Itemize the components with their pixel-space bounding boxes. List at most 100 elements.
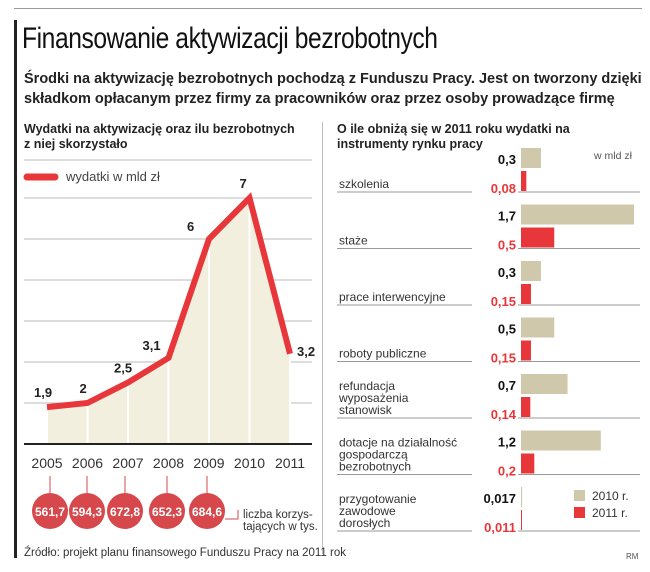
area-fill [47,198,290,444]
value-label-2010: 0,3 [498,152,516,167]
bar-2011 [521,284,531,304]
bubble-label: 684,6 [192,505,222,519]
label-mask [337,404,395,417]
value-label-2010: 0,017 [483,491,516,506]
category-label: wyposażenia [338,391,409,405]
x-tick-label: 2005 [31,455,62,471]
label-mask [337,178,393,191]
left-rule [14,20,17,558]
value-label-2011: 0,011 [484,520,516,535]
category-label: dotacje na działalność [339,436,457,450]
x-tick-label: 2006 [72,455,103,471]
legend-label-2010: 2010 r. [592,489,629,503]
label-mask [337,460,415,474]
bubble-legend-label: tających w tys. [243,521,318,533]
category-label: stanowisk [339,403,393,417]
value-mask [472,405,518,422]
value-mask [472,461,518,479]
value-label-2010: 0,3 [498,265,516,280]
legend-swatch-2011 [574,507,585,518]
bubble-legend-label: liczba korzys- [243,509,313,521]
bar-2010 [521,374,568,394]
value-label-2010: 1,7 [498,209,516,224]
divider [322,122,323,554]
author-credit: RM [626,552,639,561]
value-mask [472,179,518,196]
x-tick-label: 2011 [275,455,305,471]
label-mask [337,234,371,248]
label-mask [337,517,394,530]
x-tick-label: 2010 [234,455,265,471]
bubble [69,493,105,529]
label-mask [337,291,449,304]
data-label: 7 [240,176,247,191]
category-label: przygotowanie [339,492,417,506]
legend-label: wydatki w mld zł [65,169,160,184]
bar-2011 [521,171,527,191]
category-label: gospodarczą [339,448,408,462]
left-chart-title: Wydatki na aktywizację oraz ilu bezrobot… [24,122,295,151]
data-label: 3,1 [143,338,161,353]
bubble-label: 561,7 [35,505,65,519]
subtitle: Środki na aktywizację bezrobotnych pocho… [24,71,642,107]
bar-2011 [521,453,535,474]
category-label: staże [339,234,368,248]
category-label: roboty publiczne [339,347,427,361]
value-label-2011: 0,15 [491,294,516,309]
bubble-label: 672,8 [110,505,140,519]
bar-2011 [521,227,555,248]
value-label-2010: 0,5 [498,322,516,337]
category-label: bezrobotnych [339,460,411,474]
bar-chart: w mld zł 0,3 1,7 0,3 0,5 0,7 1,2 0,017 0,08 0,5 0,… [337,148,645,535]
value-label-2010: 1,2 [498,435,516,450]
right-chart-title: O ile obniżą się w 2011 roku wydatki na … [337,122,570,151]
page-title: Finansowanie aktywizacji bezrobotnych [22,22,438,55]
bubble-label: 594,3 [72,505,102,519]
value-label-2011: 0,15 [491,351,516,366]
unit-label: w mld zł [593,150,633,162]
line-chart: wydatki w mld zł 1,9 2005 2 2006 2,5 2007 3,1 20… [23,159,318,533]
value-mask [472,518,518,535]
bubble [149,493,185,529]
bar-2010 [521,430,601,451]
bar-2010 [521,204,635,225]
label-mask [337,347,430,361]
bar-2010 [521,261,541,281]
category-label: szkolenia [339,177,389,191]
category-label: zawodowe [339,504,396,518]
bubble-label: 652,3 [152,505,182,519]
top-rule [14,8,642,9]
value-label-2011: 0,08 [491,181,516,196]
bar-2011 [521,510,522,530]
data-label: 2 [80,381,87,396]
data-label: 2,5 [114,361,132,376]
category-label: dorosłych [339,516,390,530]
data-label: 3,2 [297,344,315,359]
value-mask [472,292,518,309]
value-label-2011: 0,5 [498,238,516,253]
category-label: prace interwencyjne [339,290,446,304]
value-mask [472,235,518,253]
bar-2011 [521,397,531,417]
value-label-2010: 0,7 [498,378,516,393]
value-mask [472,348,518,366]
x-tick-label: 2008 [153,455,184,471]
x-tick-label: 2009 [193,455,224,471]
bubble [189,493,225,529]
source-note: Źródło: projekt planu finansowego Fundus… [24,547,346,559]
bar-2011 [521,340,531,361]
bar-2010 [521,487,523,507]
bar-2010 [521,317,555,338]
x-tick-label: 2007 [112,455,143,471]
legend-swatch-2010 [574,490,585,501]
legend-label-2011: 2011 r. [592,506,628,520]
value-label-2011: 0,14 [491,407,517,422]
bar-2010 [521,148,541,168]
bubble [32,493,68,529]
bubble [107,493,143,529]
bubble-pointer [225,510,239,520]
data-label: 1,9 [34,385,52,400]
value-label-2011: 0,2 [498,464,516,479]
series-line [46,192,293,411]
